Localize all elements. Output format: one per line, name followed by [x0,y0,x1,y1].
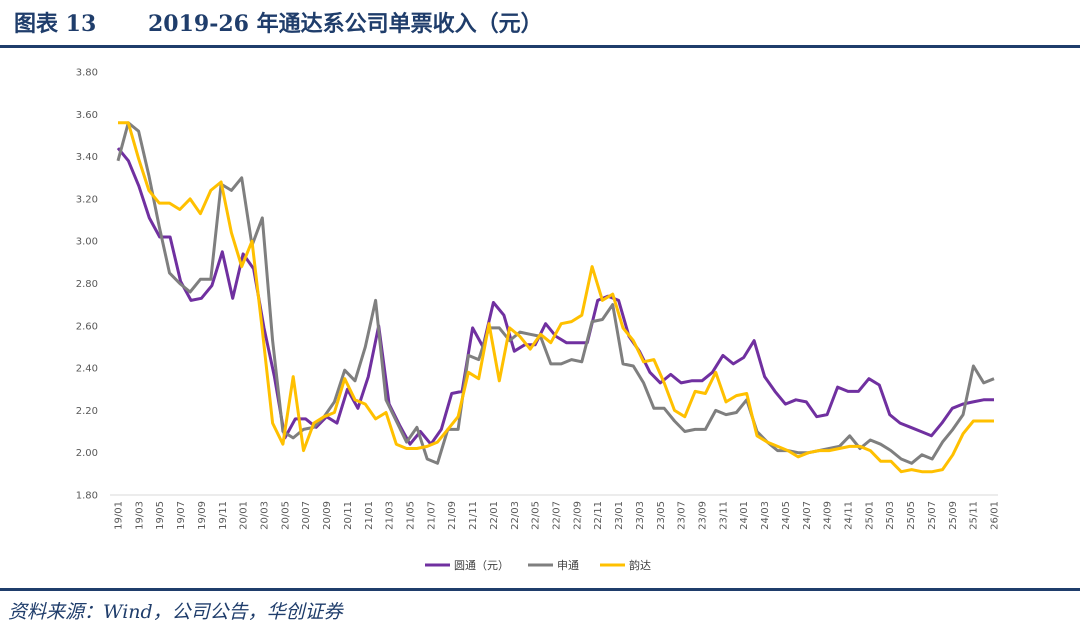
x-tick-label: 19/03 [134,501,145,530]
x-tick-label: 25/09 [948,501,959,530]
x-tick-label: 19/01 [114,501,125,530]
x-tick-label: 24/03 [760,501,771,530]
y-tick-label: 2.80 [76,279,98,290]
x-tick-label: 23/01 [614,501,625,530]
y-tick-label: 1.80 [76,491,98,502]
x-tick-label: 22/07 [552,501,563,530]
y-tick-label: 3.00 [76,237,98,248]
x-tick-label: 23/11 [718,501,729,530]
x-tick-label: 26/01 [990,501,1001,530]
legend-label: 申通 [557,559,579,572]
x-tick-label: 23/05 [656,501,667,530]
title-bar: 图表 13 2019-26 年通达系公司单票收入（元） [0,0,1080,42]
x-tick-label: 23/03 [635,501,646,530]
x-tick-label: 25/07 [927,501,938,530]
x-tick-label: 19/05 [155,501,166,530]
x-tick-label: 22/01 [489,501,500,530]
x-tick-label: 25/05 [906,501,917,530]
y-tick-label: 2.40 [76,364,98,375]
x-tick-label: 19/07 [176,501,187,530]
y-tick-label: 2.20 [76,406,98,417]
x-tick-label: 25/11 [969,501,980,530]
x-tick-label: 24/05 [781,501,792,530]
y-tick-label: 3.80 [76,68,98,79]
y-tick-label: 3.20 [76,194,98,205]
x-tick-label: 25/03 [885,501,896,530]
x-tick-label: 21/03 [385,501,396,530]
x-tick-label: 20/11 [343,501,354,530]
series-line-1 [116,147,994,446]
x-tick-label: 19/11 [218,501,229,530]
y-tick-label: 3.60 [76,110,98,121]
x-tick-label: 20/05 [280,501,291,530]
x-tick-label: 19/09 [197,501,208,530]
x-tick-label: 24/01 [739,501,750,530]
series-line-3 [118,121,994,474]
x-tick-label: 23/09 [698,501,709,530]
series-line-2 [116,121,995,465]
x-tick-label: 20/09 [322,501,333,530]
top-rule [0,45,1080,48]
x-tick-label: 23/07 [677,501,688,530]
x-tick-label: 21/07 [426,501,437,530]
x-tick-label: 20/03 [260,501,271,530]
x-tick-label: 21/05 [406,501,417,530]
y-tick-label: 2.60 [76,321,98,332]
x-tick-label: 22/05 [531,501,542,530]
x-tick-label: 20/07 [301,501,312,530]
legend-label: 韵达 [629,558,651,572]
x-tick-label: 21/11 [468,501,479,530]
chart-title: 2019-26 年通达系公司单票收入（元） [148,11,543,37]
x-tick-label: 22/09 [572,501,583,530]
y-tick-label: 2.00 [76,448,98,459]
x-tick-label: 22/11 [593,501,604,530]
x-tick-label: 24/11 [844,501,855,530]
x-tick-label: 21/09 [447,501,458,530]
line-chart: 1.80 2.00 2.20 2.40 2.60 2.80 3.00 3.20 3.40 3.60… [76,68,1001,573]
legend-label: 圆通（元） [454,559,509,572]
x-tick-label: 20/01 [239,501,250,530]
x-tick-label: 22/03 [510,501,521,530]
bottom-rule [0,588,1080,591]
figure-label: 图表 13 [14,11,97,37]
x-tick-label: 24/07 [802,501,813,530]
x-tick-label: 24/09 [823,501,834,530]
y-tick-label: 3.40 [76,152,98,163]
x-tick-label: 25/01 [864,501,875,530]
x-tick-label: 21/01 [364,501,375,530]
source-note: 资料来源：Wind，公司公告，华创证券 [8,601,343,623]
